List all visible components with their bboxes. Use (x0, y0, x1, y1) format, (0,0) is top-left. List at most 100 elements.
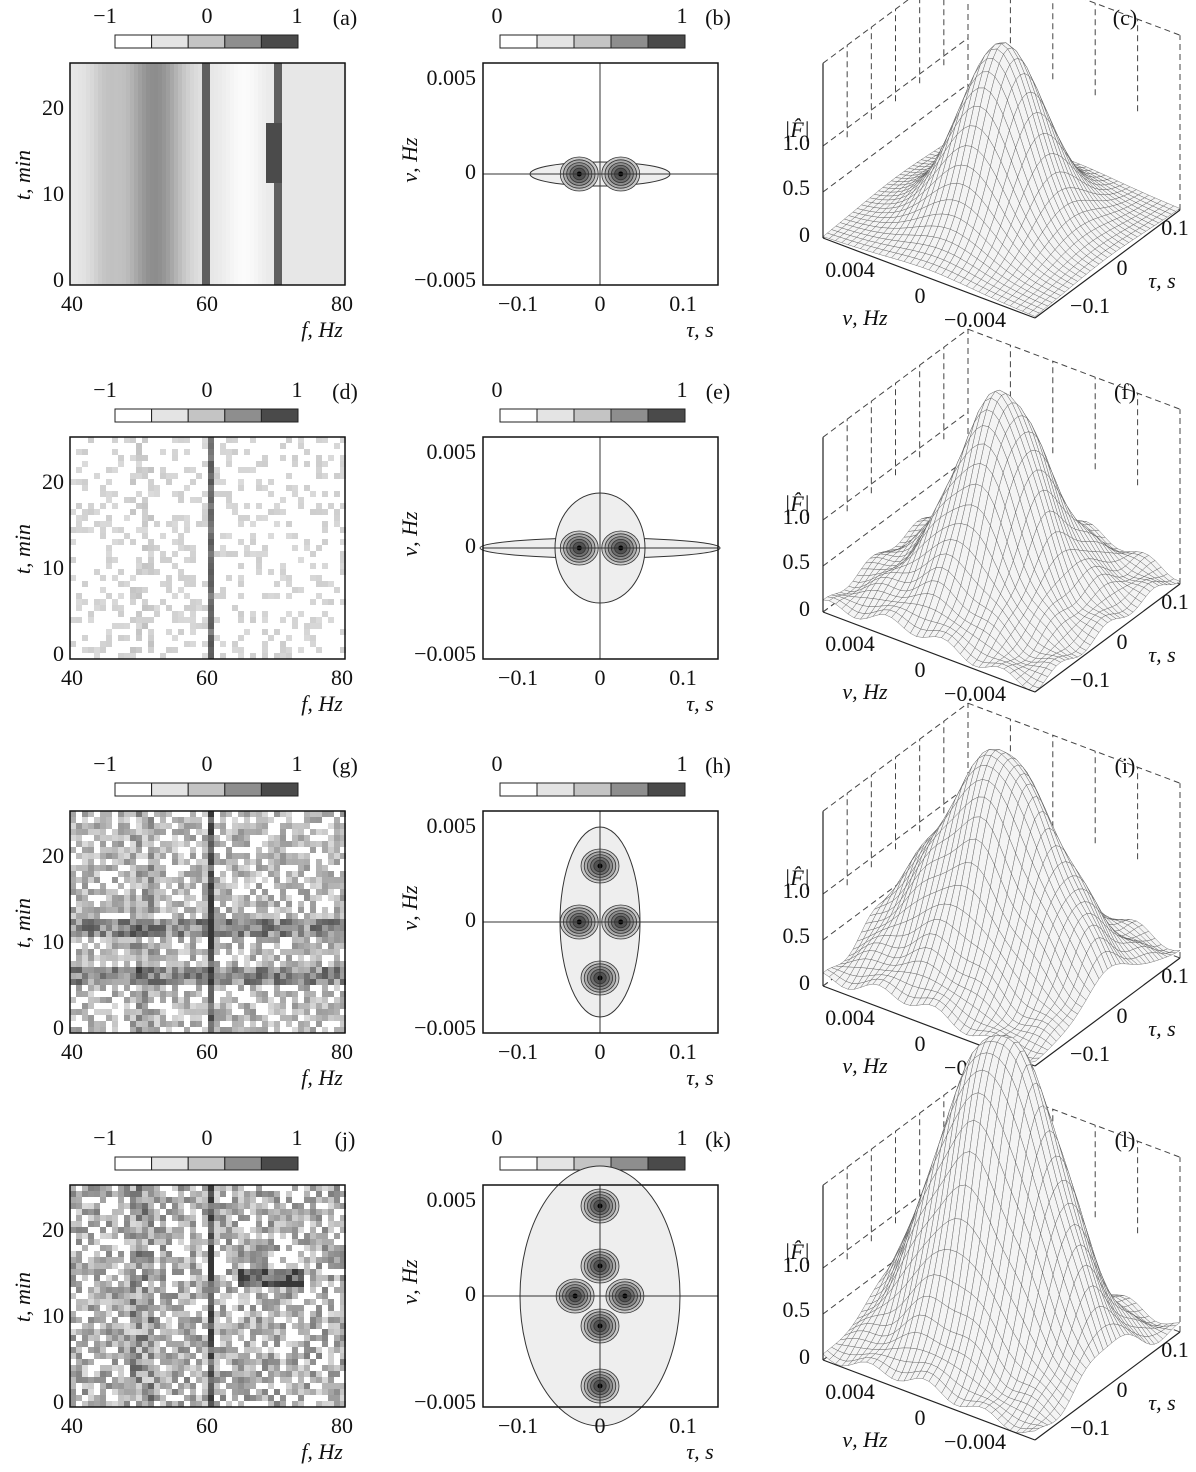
contour-cell (88, 617, 94, 623)
contour-cell (172, 907, 178, 913)
contour-cell (88, 925, 94, 931)
contour-cell (268, 847, 274, 853)
contour-cell (76, 841, 82, 847)
contour-cell (250, 943, 256, 949)
contour-cell (238, 835, 244, 841)
contour-cell (112, 623, 118, 629)
contour-cell (268, 817, 274, 823)
contour-band (190, 63, 194, 285)
contour-cell (106, 925, 112, 931)
contour-cell (208, 919, 214, 925)
contour-cell (232, 829, 238, 835)
contour-cell (112, 1003, 118, 1009)
contour-cell (178, 949, 184, 955)
contour-cell (100, 907, 106, 913)
contour-cell (226, 437, 232, 443)
contour-cell (118, 925, 124, 931)
contour-cell (220, 817, 226, 823)
contour-cell (232, 979, 238, 985)
contour-cell (124, 967, 130, 973)
contour-cell (166, 575, 172, 581)
contour-cell (130, 853, 136, 859)
contour-cell (136, 985, 142, 991)
contour-cell (136, 569, 142, 575)
colorbar-tick-label: 1 (292, 751, 303, 776)
y-axis-label: t, min (10, 898, 35, 948)
contour-cell (82, 449, 88, 455)
contour-cell (262, 961, 268, 967)
contour-cell (244, 967, 250, 973)
contour-cell (316, 889, 322, 895)
contour-cell (316, 545, 322, 551)
contour-cell (268, 509, 274, 515)
contour-cell (154, 829, 160, 835)
contour-cell (310, 635, 316, 641)
contour-cell (244, 503, 250, 509)
contour-cell (250, 913, 256, 919)
contour-cell (142, 515, 148, 521)
contour-cell (286, 955, 292, 961)
contour-cell (184, 895, 190, 901)
contour-cell (118, 605, 124, 611)
x-tick-label: 0 (595, 291, 606, 316)
contour-cell (130, 437, 136, 443)
contour-cell (154, 853, 160, 859)
x-tick-label: 40 (61, 1039, 83, 1064)
contour-cell (286, 853, 292, 859)
contour-band (326, 63, 330, 285)
contour-cell (244, 931, 250, 937)
contour-cell (154, 605, 160, 611)
contour-cell (154, 955, 160, 961)
contour-cell (274, 973, 280, 979)
contour-cell (94, 473, 100, 479)
contour-cell (184, 979, 190, 985)
contour-cell (166, 979, 172, 985)
contour-band (294, 63, 298, 285)
contour-cell (304, 1027, 310, 1033)
contour-cell (166, 581, 172, 587)
contour-cell (304, 931, 310, 937)
contour-cell (130, 859, 136, 865)
contour-band (218, 63, 222, 285)
contour-cell (130, 473, 136, 479)
contour-cell (184, 605, 190, 611)
contour-cell (196, 871, 202, 877)
contour-cell (280, 925, 286, 931)
contour-cell (310, 997, 316, 1003)
contour-cell (124, 653, 130, 659)
contour-cell (154, 865, 160, 871)
contour-cell (166, 1021, 172, 1027)
contour-cell (160, 829, 166, 835)
contour-cell (226, 853, 232, 859)
contour-cell (166, 841, 172, 847)
contour-cell (316, 925, 322, 931)
contour-cell (82, 991, 88, 997)
contour-cell (316, 961, 322, 967)
contour-cell (226, 979, 232, 985)
contour-cell (100, 575, 106, 581)
contour-cell (94, 569, 100, 575)
contour-cell (328, 895, 334, 901)
contour-cell (136, 925, 142, 931)
contour-cell (262, 551, 268, 557)
contour-cell (148, 629, 154, 635)
contour-cell (292, 491, 298, 497)
contour-band (230, 63, 234, 285)
contour-cell (142, 835, 148, 841)
contour-cell (202, 1009, 208, 1015)
contour-cell (244, 1015, 250, 1021)
contour-cell (130, 883, 136, 889)
contour-cell (304, 545, 310, 551)
contour-cell (136, 901, 142, 907)
contour-band (162, 63, 166, 285)
contour-cell (76, 467, 82, 473)
contour-cell (334, 985, 340, 991)
contour-cell (190, 641, 196, 647)
contour-cell (304, 895, 310, 901)
contour-cell (256, 943, 262, 949)
contour-cell (142, 563, 148, 569)
contour-cell (142, 901, 148, 907)
contour-cell (208, 497, 214, 503)
contour-cell (304, 623, 310, 629)
contour-cell (190, 823, 196, 829)
